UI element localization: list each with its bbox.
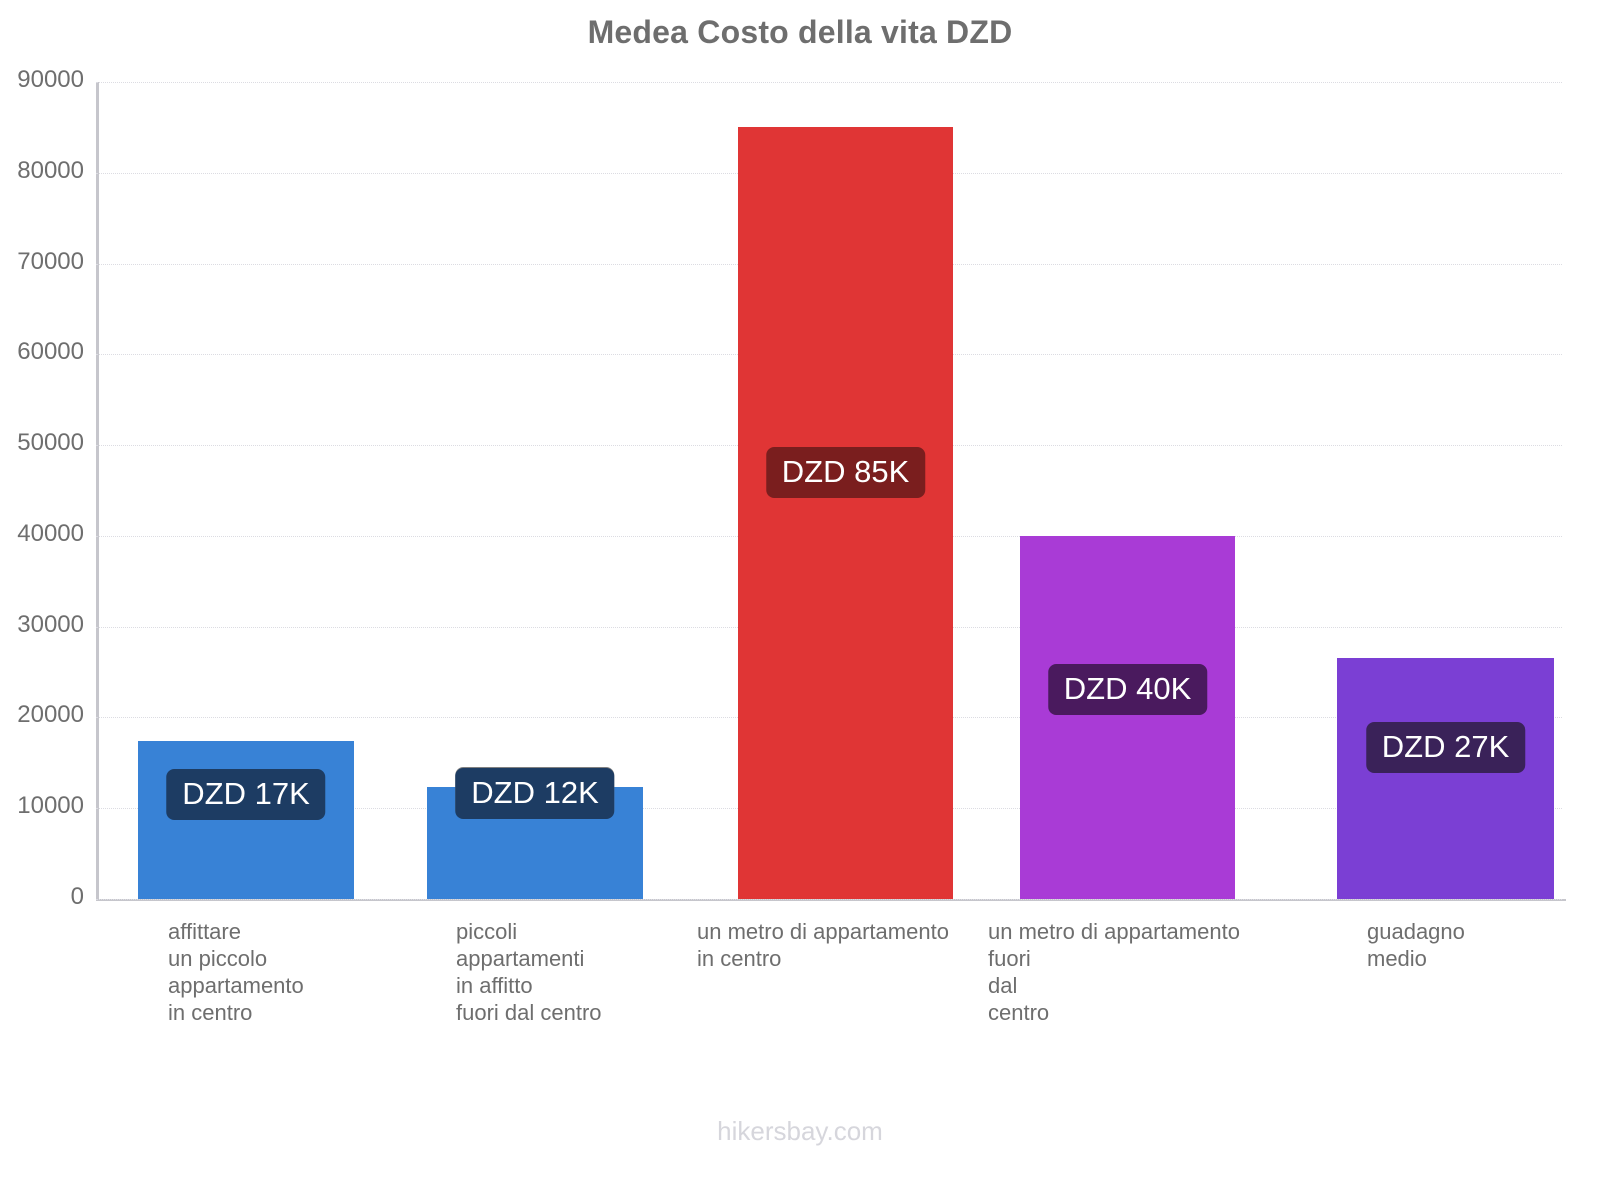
bar-value-label: DZD 12K bbox=[455, 768, 615, 820]
x-axis-category-label: affittare un piccolo appartamento in cen… bbox=[168, 919, 304, 1025]
y-axis-tick-label: 60000 bbox=[17, 338, 84, 366]
y-axis-tick-label: 90000 bbox=[17, 66, 84, 93]
bar[interactable]: DZD 27K bbox=[1337, 657, 1554, 899]
chart-title: Medea Costo della vita DZD bbox=[587, 14, 1013, 50]
y-axis-line bbox=[96, 82, 99, 900]
bar-value-label: DZD 27K bbox=[1365, 721, 1526, 773]
gridline bbox=[96, 899, 1562, 900]
bar-value-label: DZD 85K bbox=[765, 447, 926, 499]
y-axis-tick-label: 50000 bbox=[17, 429, 84, 457]
y-axis-tick-label: 10000 bbox=[17, 792, 84, 820]
x-axis-line bbox=[96, 899, 1566, 901]
y-axis-tick-label: 70000 bbox=[17, 247, 84, 275]
bar-value-label: DZD 17K bbox=[166, 769, 326, 821]
bar[interactable]: DZD 17K bbox=[138, 741, 354, 899]
y-axis-tick-label: 20000 bbox=[17, 701, 84, 729]
y-axis-tick-label: 80000 bbox=[17, 156, 84, 184]
y-axis-tick-label: 40000 bbox=[17, 519, 84, 547]
x-axis-category-label: piccoli appartamenti in affitto fuori da… bbox=[456, 919, 602, 1025]
x-axis-category-label: un metro di appartamento in centro bbox=[697, 919, 949, 971]
y-axis-tick-label: 0 bbox=[70, 883, 84, 910]
gridline bbox=[96, 82, 1562, 83]
x-axis-category-label: un metro di appartamento fuori dal centr… bbox=[988, 919, 1240, 1025]
y-axis-tick-label: 30000 bbox=[17, 610, 84, 638]
bar[interactable]: DZD 85K bbox=[738, 127, 953, 899]
source-watermark: hikersbay.com bbox=[717, 1116, 883, 1146]
x-axis-category-label: guadagno medio bbox=[1367, 919, 1465, 971]
bar[interactable]: DZD 40K bbox=[1020, 535, 1235, 899]
bar-value-label: DZD 40K bbox=[1047, 663, 1208, 715]
